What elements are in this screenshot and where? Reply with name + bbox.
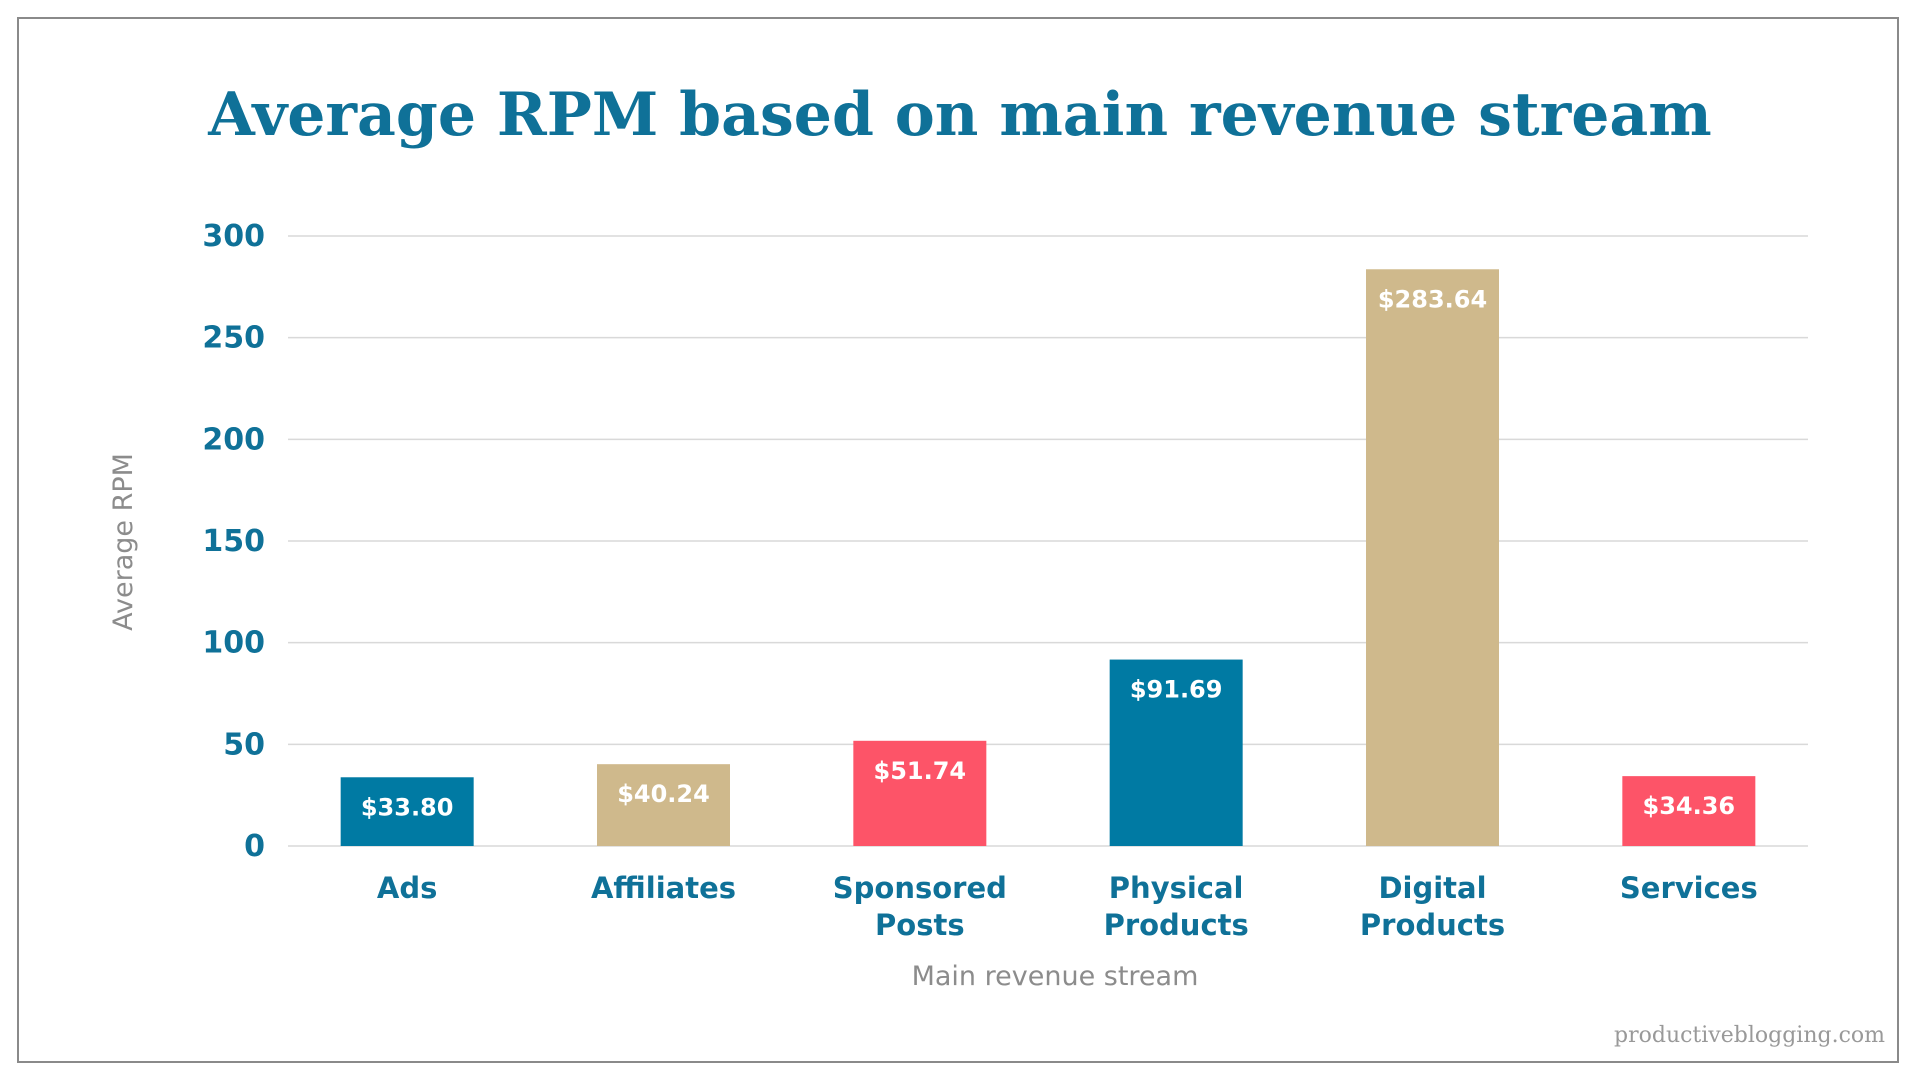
data-label: $34.36 — [1643, 792, 1736, 820]
x-tick-label: Ads — [377, 871, 437, 905]
data-label: $283.64 — [1378, 285, 1487, 313]
y-tick-label: 250 — [202, 321, 265, 356]
y-tick-label: 50 — [223, 727, 265, 762]
x-tick-label: Sponsored — [833, 871, 1007, 905]
y-tick-label: 0 — [244, 829, 265, 864]
x-tick-label: Services — [1620, 871, 1758, 905]
x-axis-title: Main revenue stream — [912, 961, 1199, 992]
bar — [1622, 776, 1756, 846]
x-tick-label: Affiliates — [591, 871, 736, 905]
x-tick-label: Products — [1360, 908, 1505, 942]
x-tick-label: Digital — [1378, 871, 1486, 905]
y-tick-label: 300 — [202, 219, 265, 254]
y-tick-label: 150 — [202, 524, 265, 559]
chart-frame — [17, 17, 1899, 1063]
bar — [597, 764, 730, 846]
data-label: $91.69 — [1130, 676, 1223, 704]
bar — [853, 740, 987, 846]
bar — [1366, 269, 1499, 846]
x-tick-label: Products — [1104, 908, 1249, 942]
x-tick-label: Posts — [875, 908, 965, 942]
data-label: $33.80 — [361, 793, 454, 821]
chart-title: Average RPM based on main revenue stream — [208, 80, 1712, 150]
y-axis-title: Average RPM — [108, 453, 139, 631]
data-label: $51.74 — [874, 757, 967, 785]
y-tick-label: 100 — [202, 626, 265, 661]
x-tick-label: Physical — [1109, 871, 1244, 905]
bar — [1109, 659, 1243, 846]
data-label: $40.24 — [617, 780, 710, 808]
y-tick-label: 200 — [202, 422, 265, 457]
watermark: productiveblogging.com — [1614, 1023, 1885, 1048]
bar — [340, 777, 474, 846]
